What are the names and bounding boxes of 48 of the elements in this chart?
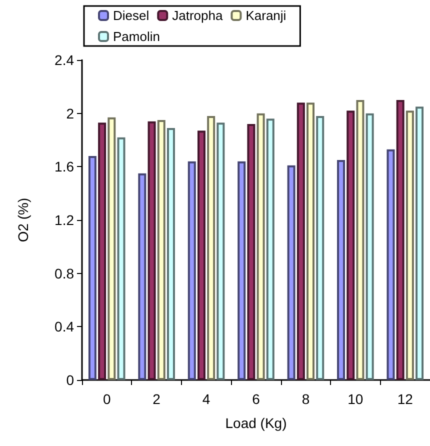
bar [416,106,424,380]
bar [197,130,206,380]
bar [256,113,265,380]
legend-label: Pamolin [113,29,160,44]
y-tick-label: 0.4 [54,318,74,335]
bar [266,118,274,380]
bar [138,173,146,380]
y-tick-label: 1.2 [54,212,74,228]
bar [157,120,166,380]
legend-label: Karanji [246,8,286,23]
bar [108,117,116,380]
y-tick-label: 2 [66,105,74,122]
y-tick-label: 0.8 [54,265,74,282]
bar [316,116,324,380]
bar [337,160,346,380]
bar [366,113,374,380]
bar [188,161,196,380]
x-tick-label: 6 [252,391,260,407]
legend-label: Jatropha [172,8,224,23]
bar [238,161,246,380]
x-tick-label: 8 [302,391,310,407]
bar [166,128,175,380]
bar [296,102,305,380]
y-tick-label: 0 [66,372,74,388]
bar [117,137,126,380]
x-tick-label: 0 [102,391,111,407]
bar [386,149,395,380]
bar [88,156,96,380]
y-tick-label: 2.4 [54,52,74,68]
y-tick-label: 1.6 [54,158,74,175]
x-tick-label: 10 [348,391,364,407]
x-axis-title: Load (Kg) [225,415,287,431]
bar [346,110,355,380]
bar [287,165,296,380]
bar [98,122,106,380]
bar [148,121,156,380]
x-tick-label: 2 [152,391,161,407]
bar [247,124,256,380]
x-tick-label: 4 [202,391,210,407]
bar [406,110,414,380]
x-tick-label: 12 [397,391,414,407]
bar [396,100,404,380]
bar [356,100,364,380]
bar [306,102,315,380]
legend-label: Diesel [113,8,150,23]
bar [207,116,216,380]
bar [216,122,225,380]
y-axis-title: O2 (%) [15,198,31,242]
